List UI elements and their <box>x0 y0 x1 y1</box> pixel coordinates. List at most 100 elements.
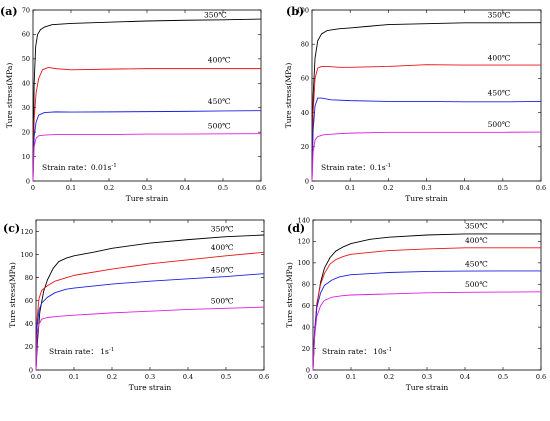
x-tick-label: 0.6 <box>536 373 546 381</box>
series-label-400c: 400℃ <box>208 56 231 65</box>
series-label-450c: 450℃ <box>208 97 231 106</box>
x-tick-label: 0.6 <box>256 184 266 192</box>
strain-rate-annotation: Strain rate： 10s-1 <box>322 347 392 356</box>
y-tick-label: 100 <box>298 259 310 267</box>
series-line-400c <box>35 251 265 371</box>
strain-rate-annotation: Strain rate：0.1s-1 <box>321 163 391 172</box>
series-label-500c: 500℃ <box>465 280 488 289</box>
x-tick-label: 0.1 <box>66 184 76 192</box>
y-tick-label: 140 <box>298 216 310 224</box>
x-tick-label: 0.2 <box>384 373 394 381</box>
x-tick-label: 0.1 <box>346 373 356 381</box>
y-tick-label: 20 <box>22 128 30 136</box>
series-label-400c: 400℃ <box>465 236 488 245</box>
series-label-500c: 500℃ <box>211 297 234 306</box>
y-tick-label: 40 <box>25 320 33 328</box>
y-tick-label: 80 <box>301 41 309 49</box>
strain-rate-annotation: Strain rate： 1s-1 <box>49 347 114 356</box>
x-axis-title: Ture strain <box>129 383 172 392</box>
x-tick-label: 0.2 <box>107 373 117 381</box>
x-tick-label: 0.3 <box>421 184 431 192</box>
panel-letter: (c) <box>3 222 20 235</box>
series-label-400c: 400℃ <box>211 243 234 252</box>
x-tick-label: 0.5 <box>221 373 231 381</box>
x-tick-label: 0.4 <box>459 184 469 192</box>
series-line-500c <box>32 133 262 182</box>
y-tick-label: 120 <box>298 238 310 246</box>
y-tick-label: 0 <box>29 366 33 374</box>
series-line-400c <box>311 64 541 182</box>
x-axis-title: Ture strain <box>405 194 448 203</box>
series-label-400c: 400℃ <box>488 53 511 62</box>
plot-frame <box>32 9 262 182</box>
series-line-400c <box>32 66 261 182</box>
series-line-450c <box>311 97 542 182</box>
x-tick-label: 0.3 <box>422 373 432 381</box>
x-tick-label: 0.2 <box>383 184 393 192</box>
y-axis-title: Ture stress(MPa) <box>284 63 293 129</box>
y-tick-label: 40 <box>301 109 309 117</box>
y-tick-label: 80 <box>302 281 310 289</box>
panel-a: (a) 0 0.1 0.2 0.3 0.4 0.5 0.6 0 10 20 30 40 50 60 70 Tur… <box>0 5 266 203</box>
y-tick-label: 0 <box>26 177 30 185</box>
y-tick-label: 60 <box>301 75 309 83</box>
series-label-350c: 350℃ <box>204 10 227 19</box>
series-label-450c: 450℃ <box>465 260 488 269</box>
series-line-350c <box>32 18 262 182</box>
series-label-350c: 350℃ <box>211 225 234 234</box>
y-tick-label: 60 <box>25 297 33 305</box>
x-tick-label: 0.0 <box>31 373 41 381</box>
series-label-350c: 350℃ <box>488 11 511 20</box>
panel-c: (c) 0.0 0.1 0.2 0.3 0.4 0.5 0.6 0 20 40 60 80 100 120 T… <box>3 219 269 392</box>
x-tick-label: 0.6 <box>536 184 546 192</box>
y-axis-title: Ture stress(MPa) <box>8 262 17 328</box>
panel-letter: (a) <box>0 5 18 18</box>
x-tick-label: 0.5 <box>498 373 508 381</box>
x-tick-label: 0.1 <box>69 373 79 381</box>
y-tick-label: 10 <box>22 153 30 161</box>
y-tick-label: 100 <box>297 6 309 14</box>
panel-d: (d) 0.0 0.1 0.2 0.3 0.4 0.5 0.6 0 20 40 60 80 100 120 1… <box>285 216 546 392</box>
y-tick-label: 80 <box>25 274 33 282</box>
x-tick-label: 0.4 <box>460 373 470 381</box>
x-tick-label: 0.5 <box>218 184 228 192</box>
x-tick-label: 0 <box>31 184 35 192</box>
series-label-500c: 500℃ <box>208 121 231 130</box>
series-label-450c: 450℃ <box>488 89 511 98</box>
y-axis-title: Ture stress(MPa) <box>285 262 294 328</box>
x-tick-label: 0.1 <box>345 184 355 192</box>
series-line-450c <box>312 270 541 371</box>
x-tick-label: 0.3 <box>142 184 152 192</box>
y-tick-label: 60 <box>302 302 310 310</box>
y-tick-label: 50 <box>22 55 30 63</box>
series-line-500c <box>311 131 542 182</box>
series-label-450c: 450℃ <box>211 266 234 275</box>
panel-letter: (b) <box>286 5 304 18</box>
x-tick-label: 0.4 <box>183 373 193 381</box>
series-label-500c: 500℃ <box>488 120 511 129</box>
x-tick-label: 0.6 <box>259 373 269 381</box>
series-line-450c <box>32 110 262 182</box>
series-line-500c <box>312 291 542 371</box>
y-tick-label: 70 <box>22 6 30 14</box>
strain-rate-annotation: Strain rate：0.01s-1 <box>42 163 117 172</box>
y-tick-label: 0 <box>305 177 309 185</box>
panel-b: (b) 0 0.1 0.2 0.3 0.4 0.5 0.6 0 20 40 60 80 100 Ture s… <box>284 5 546 203</box>
y-tick-label: 20 <box>301 143 309 151</box>
panel-letter: (d) <box>287 222 305 235</box>
x-tick-label: 0.0 <box>308 373 318 381</box>
x-tick-label: 0.2 <box>104 184 114 192</box>
series-line-350c <box>311 22 542 182</box>
y-tick-label: 40 <box>302 323 310 331</box>
x-tick-label: 0.5 <box>498 184 508 192</box>
y-tick-label: 20 <box>25 343 33 351</box>
y-tick-label: 20 <box>302 345 310 353</box>
x-tick-label: 0.3 <box>145 373 155 381</box>
y-tick-label: 60 <box>22 31 30 39</box>
x-axis-title: Ture strain <box>406 383 449 392</box>
series-line-450c <box>35 273 265 371</box>
y-tick-label: 30 <box>22 104 30 112</box>
y-axis-title: Ture stress(MPa) <box>5 63 14 129</box>
x-axis-title: Ture strain <box>126 194 169 203</box>
